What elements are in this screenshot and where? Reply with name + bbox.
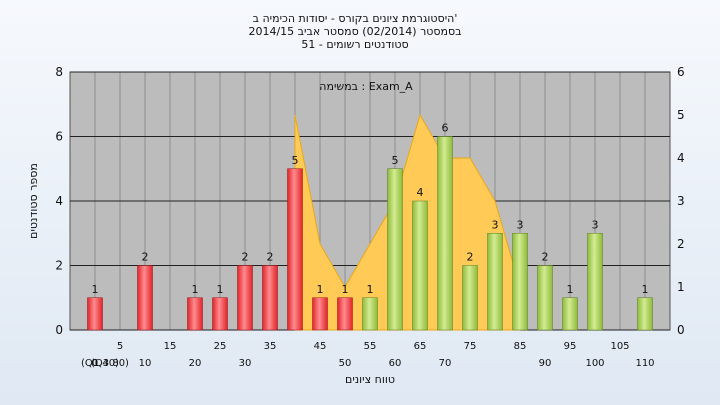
bar-value-label: 2 [467,251,474,264]
bar-value-label: 2 [267,251,274,264]
y-tick-label: 2 [55,259,63,273]
bar-value-label: 1 [217,283,224,296]
y2-tick-label: 5 [677,108,685,122]
bar-value-label: 6 [442,122,449,135]
x-tick-label-top: 75 [464,341,477,352]
x-tick-label-top: 55 [364,341,377,352]
x-tick-label-top: 65 [414,341,427,352]
x-tick-label-top: 5 [117,341,123,352]
y2-tick-label: 0 [677,323,685,337]
bar-value-label: 2 [242,251,249,264]
x-tick-label-top: 95 [564,341,577,352]
bar [537,265,553,331]
bar-value-label: 1 [367,283,374,296]
bar [312,297,328,331]
bar [237,265,253,331]
bar-value-label: 1 [642,283,649,296]
bar-value-label: 1 [192,283,199,296]
bar [87,297,103,331]
x-tick-label-bottom: 110 [635,358,654,369]
y-tick-label: 6 [55,130,63,144]
bar [462,265,478,331]
bar-value-label: 1 [342,283,349,296]
bar-value-label: 3 [492,218,499,231]
bar [262,265,278,331]
bar-value-label: 2 [542,251,549,264]
x-tick-label-top: 35 [264,341,277,352]
y-axis-ticks: 0 2 4 6 8 [55,65,63,337]
x-tick-label-bottom: 0 [92,358,98,369]
bar [387,168,403,331]
x-tick-label-top: 45 [314,341,327,352]
x-tick-label-bottom: 60 [389,358,402,369]
chart-annotation: במשימה : Exam_A [319,80,413,93]
y-tick-label: 4 [55,194,63,208]
bar-value-label: 3 [517,218,524,231]
bar [337,297,353,331]
x-axis-ticks: 5 15 25 35 45 55 65 75 85 95 105 0 10 20 30 (Q1 40) 50 60… [81,341,655,369]
y-tick-label: 8 [55,65,63,79]
x-tick-label-bottom: 10 [139,358,152,369]
x-tick-label-bottom: (Q1 40) [81,358,119,369]
bar-labels: 1 2 1 1 2 2 5 1 1 1 5 4 6 2 3 3 2 1 3 1 [92,122,649,296]
bar-value-label: 1 [92,283,99,296]
bar [487,233,503,331]
chart-title-line-2: בסמסטר (02/2014) סמסטר אביב 2014/15 [248,25,461,38]
chart-title-line-1: היסטוגרמת ציונים בקורס - יסודות הכימיה ב… [253,12,458,25]
y2-tick-label: 3 [677,194,685,208]
bar [587,233,603,331]
y2-axis-ticks: 0 1 2 3 4 5 6 [677,65,685,337]
y-axis-label: מספר סטודנטים [27,163,40,239]
bar-value-label: 5 [392,154,399,167]
x-tick-label-bottom: 30 [239,358,252,369]
bar-value-label: 5 [292,154,299,167]
bar [562,297,578,331]
x-tick-label-bottom: 50 [339,358,352,369]
x-tick-label-top: 85 [514,341,527,352]
x-tick-label-bottom: 90 [539,358,552,369]
bar [287,168,303,331]
bar [137,265,153,331]
bar-value-label: 1 [317,283,324,296]
bar [212,297,228,331]
x-tick-label-top: 105 [610,341,629,352]
bar-value-label: 4 [417,186,424,199]
bar [412,200,428,331]
y2-tick-label: 6 [677,65,685,79]
bar-value-label: 3 [592,218,599,231]
x-tick-label-bottom: 70 [439,358,452,369]
y2-tick-label: 2 [677,237,685,251]
y2-tick-label: 1 [677,280,685,294]
bar [187,297,203,331]
bar [437,136,453,331]
y2-tick-label: 4 [677,151,685,165]
bars [87,136,653,331]
bar [362,297,378,331]
x-tick-label-bottom: 100 [585,358,604,369]
bar [637,297,653,331]
bar-value-label: 1 [567,283,574,296]
x-axis-label: טווח ציונים [345,373,395,386]
bar-value-label: 2 [142,251,149,264]
chart-title-line-3: 51 - סטודנטים רשומים [301,38,408,51]
bar [512,233,528,331]
x-tick-label-top: 25 [214,341,227,352]
x-tick-label-bottom: (Q3 80) [91,358,129,369]
y-tick-label: 0 [55,323,63,337]
x-tick-label-bottom: 20 [189,358,202,369]
x-tick-label-top: 15 [164,341,177,352]
